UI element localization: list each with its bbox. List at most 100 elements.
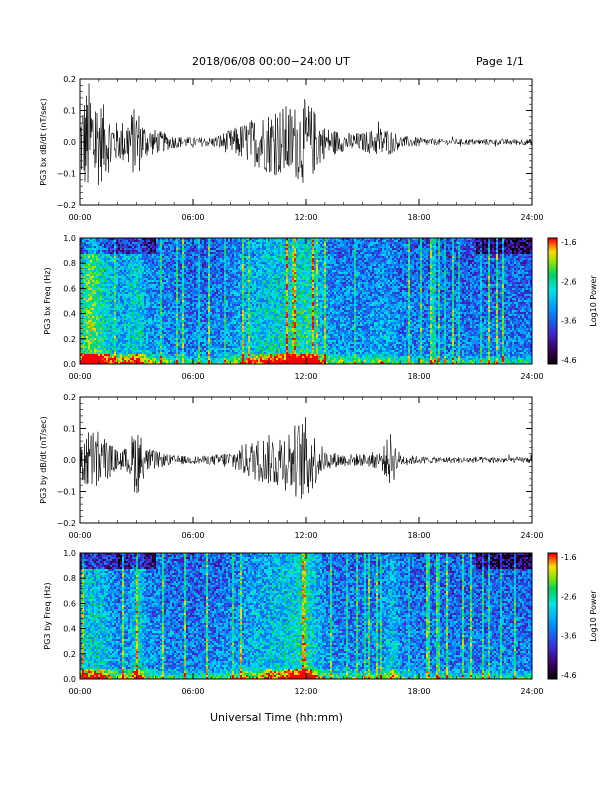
heatmap-cell: [146, 264, 148, 266]
heatmap-cell: [92, 326, 94, 328]
heatmap-cell: [154, 298, 156, 300]
heatmap-cell: [136, 282, 138, 284]
heatmap-cell: [88, 248, 90, 250]
heatmap-cell: [116, 284, 118, 286]
heatmap-cell: [118, 294, 120, 296]
heatmap-cell: [170, 344, 172, 346]
heatmap-cell: [178, 274, 180, 276]
heatmap-cell: [150, 298, 152, 300]
heatmap-cell: [126, 254, 128, 256]
heatmap-cell: [112, 260, 114, 262]
heatmap-cell: [184, 336, 186, 338]
heatmap-cell: [228, 336, 230, 338]
heatmap-cell: [150, 254, 152, 256]
heatmap-cell: [106, 270, 108, 272]
heatmap-cell: [200, 348, 202, 350]
heatmap-cell: [84, 252, 86, 254]
heatmap-cell: [96, 312, 98, 314]
heatmap-cell: [170, 316, 172, 318]
heatmap-cell: [198, 254, 200, 256]
heatmap-cell: [148, 302, 150, 304]
heatmap-cell: [176, 314, 178, 316]
heatmap-cell: [136, 274, 138, 276]
heatmap-cell: [174, 282, 176, 284]
heatmap-cell: [178, 338, 180, 340]
heatmap-cell: [150, 336, 152, 338]
heatmap-cell: [178, 344, 180, 346]
heatmap-cell: [198, 348, 200, 350]
heatmap-cell: [210, 342, 212, 344]
heatmap-cell: [194, 358, 196, 360]
heatmap-cell: [118, 304, 120, 306]
heatmap-cell: [208, 344, 210, 346]
heatmap-cell: [110, 300, 112, 302]
heatmap-cell: [196, 240, 198, 242]
heatmap-cell: [230, 250, 232, 252]
heatmap-cell: [122, 328, 124, 330]
heatmap-cell: [158, 354, 160, 356]
heatmap-cell: [106, 284, 108, 286]
heatmap-cell: [166, 350, 168, 352]
heatmap-cell: [106, 298, 108, 300]
heatmap-cell: [184, 318, 186, 320]
heatmap-cell: [124, 244, 126, 246]
heatmap-cell: [98, 314, 100, 316]
heatmap-cell: [230, 324, 232, 326]
heatmap-cell: [104, 318, 106, 320]
heatmap-cell: [170, 290, 172, 292]
heatmap-cell: [220, 296, 222, 298]
heatmap-cell: [150, 270, 152, 272]
heatmap-cell: [188, 272, 190, 274]
heatmap-cell: [96, 254, 98, 256]
heatmap-cell: [194, 352, 196, 354]
heatmap-cell: [144, 324, 146, 326]
heatmap-cell: [122, 276, 124, 278]
heatmap-cell: [84, 306, 86, 308]
heatmap-cell: [82, 336, 84, 338]
heatmap-cell: [198, 334, 200, 336]
heatmap-cell: [154, 352, 156, 354]
heatmap-cell: [138, 324, 140, 326]
heatmap-cell: [210, 332, 212, 334]
heatmap-cell: [118, 356, 120, 358]
heatmap-cell: [230, 352, 232, 354]
heatmap-cell: [204, 284, 206, 286]
heatmap-cell: [100, 246, 102, 248]
heatmap-cell: [94, 260, 96, 262]
heatmap-cell: [202, 276, 204, 278]
heatmap-cell: [170, 312, 172, 314]
heatmap-cell: [108, 262, 110, 264]
x-tick-label: 24:00: [520, 213, 543, 222]
heatmap-cell: [98, 354, 100, 356]
heatmap-cell: [150, 252, 152, 254]
heatmap-cell: [182, 356, 184, 358]
heatmap-cell: [88, 316, 90, 318]
heatmap-cell: [162, 306, 164, 308]
heatmap-cell: [138, 270, 140, 272]
heatmap-cell: [152, 308, 154, 310]
heatmap-cell: [164, 350, 166, 352]
heatmap-cell: [228, 240, 230, 242]
heatmap-cell: [88, 270, 90, 272]
heatmap-cell: [168, 252, 170, 254]
heatmap-cell: [88, 276, 90, 278]
heatmap-cell: [180, 324, 182, 326]
x-axis-1: 00:00 06:00 12:00 18:00 24:00: [68, 79, 543, 222]
heatmap-cell: [134, 268, 136, 270]
heatmap-cell: [154, 346, 156, 348]
heatmap-cell: [226, 268, 228, 270]
heatmap-cell: [138, 284, 140, 286]
heatmap-cell: [168, 300, 170, 302]
heatmap-cell: [202, 260, 204, 262]
heatmap-cell: [140, 352, 142, 354]
heatmap-cell: [164, 270, 166, 272]
heatmap-cell: [146, 296, 148, 298]
heatmap-cell: [212, 348, 214, 350]
heatmap-cell: [196, 354, 198, 356]
heatmap-cell: [176, 254, 178, 256]
heatmap-cell: [232, 300, 234, 302]
heatmap-cell: [198, 306, 200, 308]
heatmap-cell: [216, 336, 218, 338]
heatmap-cell: [192, 310, 194, 312]
heatmap-cell: [136, 254, 138, 256]
